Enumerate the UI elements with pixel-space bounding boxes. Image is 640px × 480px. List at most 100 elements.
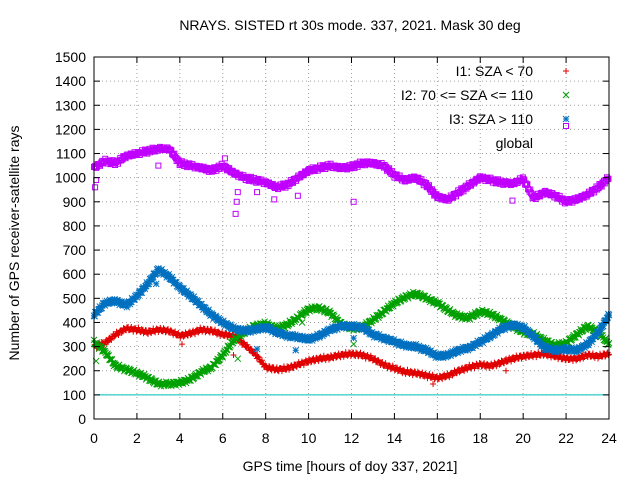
data-point-global — [254, 189, 261, 196]
data-point-i3 — [286, 334, 294, 342]
data-point-i3 — [267, 323, 274, 331]
data-point-global — [381, 161, 388, 168]
legend-label-i3: I3: SZA > 110 — [449, 111, 533, 127]
data-point-i3 — [345, 324, 353, 332]
data-point-i3 — [241, 325, 249, 333]
data-point-i1 — [430, 381, 437, 388]
data-point-i1 — [251, 349, 258, 356]
data-point-i1 — [254, 353, 261, 360]
data-point-global — [425, 182, 432, 189]
data-point-i3 — [474, 337, 482, 345]
data-point-i3 — [253, 345, 261, 353]
data-point-i2 — [350, 340, 357, 348]
data-point-i3 — [187, 292, 195, 300]
data-point-i3 — [516, 325, 523, 333]
data-point-global — [232, 210, 239, 217]
x-tick-label: 20 — [515, 430, 531, 446]
data-point-i3 — [370, 333, 378, 341]
data-point-i1 — [104, 338, 111, 345]
data-point-i3 — [451, 349, 458, 357]
data-point-i3 — [556, 348, 563, 356]
y-axis-label: Number of GPS receiver-satellite rays — [6, 126, 22, 361]
data-point-i3 — [330, 327, 338, 334]
data-point-i3 — [145, 280, 153, 288]
data-point-i3 — [532, 334, 540, 342]
y-tick-label: 1300 — [55, 97, 86, 113]
x-tick-label: 0 — [90, 430, 98, 446]
data-point-i3 — [165, 273, 173, 281]
data-point-i3 — [438, 352, 446, 359]
data-point-global — [509, 197, 516, 204]
data-point-i2 — [226, 343, 234, 351]
data-point-i3 — [525, 328, 533, 335]
data-point-i3 — [568, 344, 576, 351]
data-point-i3 — [315, 334, 323, 341]
y-tick-label: 1200 — [55, 121, 86, 137]
data-point-i3 — [91, 312, 98, 320]
data-point-i3 — [439, 354, 447, 362]
data-point-i1 — [259, 357, 266, 364]
data-point-i3 — [138, 289, 145, 297]
data-point-i3 — [585, 339, 593, 347]
data-point-i3 — [258, 325, 266, 333]
data-point-i1 — [103, 339, 110, 346]
data-point-i1 — [165, 325, 172, 332]
data-point-i3 — [148, 276, 156, 284]
data-point-i3 — [303, 333, 311, 341]
axis-ticks: 0100200300400500600700800900100011001200… — [55, 49, 617, 446]
data-point-i1 — [240, 339, 247, 346]
data-point-i3 — [447, 352, 454, 359]
data-point-global — [155, 162, 162, 169]
data-point-i3 — [168, 273, 176, 281]
data-point-i1 — [248, 346, 255, 353]
legend-sample-i1 — [563, 68, 569, 74]
data-point-i3 — [114, 297, 122, 304]
data-point-global — [234, 189, 241, 196]
data-point-i3 — [511, 320, 518, 327]
data-point-i1 — [230, 352, 237, 359]
data-point-i1 — [503, 367, 509, 374]
data-point-i2 — [298, 319, 306, 326]
data-point-i3 — [141, 285, 149, 293]
data-point-i3 — [424, 346, 431, 354]
data-point-i3 — [202, 304, 209, 312]
data-point-i3 — [405, 340, 413, 348]
data-point-i1 — [434, 376, 441, 383]
y-tick-label: 400 — [63, 314, 87, 330]
x-tick-label: 18 — [472, 430, 488, 446]
legend-label-global: global — [496, 135, 533, 151]
data-point-i1 — [172, 328, 179, 335]
data-point-i3 — [101, 302, 109, 309]
legend-marker-i1 — [563, 68, 569, 74]
data-point-i3 — [599, 322, 607, 330]
y-tick-label: 900 — [63, 194, 87, 210]
data-point-i1 — [180, 333, 187, 340]
plot-area — [90, 143, 613, 390]
data-point-i3 — [588, 338, 595, 346]
data-point-global — [92, 184, 99, 191]
data-point-i3 — [183, 287, 191, 295]
data-point-i3 — [539, 341, 547, 348]
data-point-i3 — [603, 318, 610, 325]
data-point-i1 — [140, 330, 147, 337]
data-point-i3 — [158, 265, 165, 273]
data-point-i1 — [304, 360, 311, 367]
x-tick-label: 12 — [344, 430, 360, 446]
data-point-i3 — [514, 320, 521, 328]
data-point-i1 — [153, 325, 160, 332]
y-tick-label: 1400 — [55, 73, 86, 89]
data-point-i3 — [604, 314, 612, 321]
data-point-i3 — [577, 346, 585, 354]
data-point-i1 — [522, 354, 529, 361]
data-point-i3 — [375, 330, 383, 338]
grid — [94, 57, 609, 419]
data-point-i1 — [481, 360, 488, 367]
data-point-i3 — [536, 336, 543, 344]
data-point-i1 — [414, 368, 421, 375]
data-point-i3 — [479, 339, 487, 347]
data-point-i1 — [605, 352, 612, 359]
data-point-i1 — [508, 358, 515, 365]
data-point-i3 — [476, 340, 483, 348]
data-point-i1 — [501, 360, 508, 367]
data-point-i3 — [521, 322, 529, 330]
